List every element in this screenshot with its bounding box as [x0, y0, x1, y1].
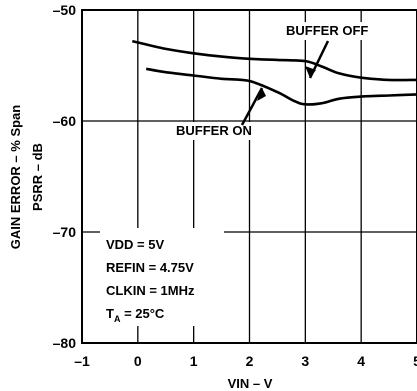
- condition-refin: REFIN = 4.75V: [106, 260, 194, 275]
- buffer-on-arrowhead: [257, 88, 266, 101]
- temp-value: = 25°C: [120, 306, 164, 321]
- y-tick-labels: –50 –60 –70 –80: [53, 2, 77, 351]
- x-tick-label: 5: [413, 353, 417, 369]
- conditions-background: [100, 228, 224, 326]
- x-tick-label: 1: [190, 353, 198, 369]
- y-tick-label: –80: [53, 335, 77, 351]
- buffer-on-label: BUFFER ON: [176, 123, 252, 138]
- buffer-on-label-background: [172, 122, 258, 140]
- plot-border: [81, 9, 417, 344]
- buffer-off-arrowhead: [305, 66, 316, 78]
- plot-frame: [81, 9, 417, 344]
- y-tick-label: –50: [53, 2, 77, 18]
- series-line-buffer-off: [132, 39, 417, 82]
- series-line-buffer-on: [145, 67, 417, 106]
- y-axis-label-inner: PSRR – dB: [30, 143, 45, 211]
- x-axis-label: VIN – V: [228, 376, 273, 391]
- buffer-off-label-background: [282, 22, 374, 40]
- condition-clkin: CLKIN = 1MHz: [106, 283, 195, 298]
- x-tick-label: 2: [246, 353, 254, 369]
- buffer-off-label: BUFFER OFF: [286, 23, 368, 38]
- buffer-on-arrow: [240, 87, 264, 126]
- x-tick-label: 4: [357, 353, 365, 369]
- temp-subscript: A: [114, 314, 121, 324]
- x-tick-label: 0: [134, 353, 142, 369]
- x-tick-label: 3: [301, 353, 309, 369]
- y-tick-label: –70: [53, 224, 77, 240]
- condition-temperature: TA = 25°C: [106, 306, 165, 324]
- series-group: [132, 39, 417, 106]
- temp-symbol: T: [106, 306, 114, 321]
- x-tick-label: –1: [74, 353, 90, 369]
- condition-vdd: VDD = 5V: [106, 237, 164, 252]
- y-axis-label-outer: GAIN ERROR – % Span: [8, 105, 23, 250]
- x-tick-labels: –1 0 1 2 3 4 5: [74, 353, 417, 369]
- y-tick-label: –60: [53, 113, 77, 129]
